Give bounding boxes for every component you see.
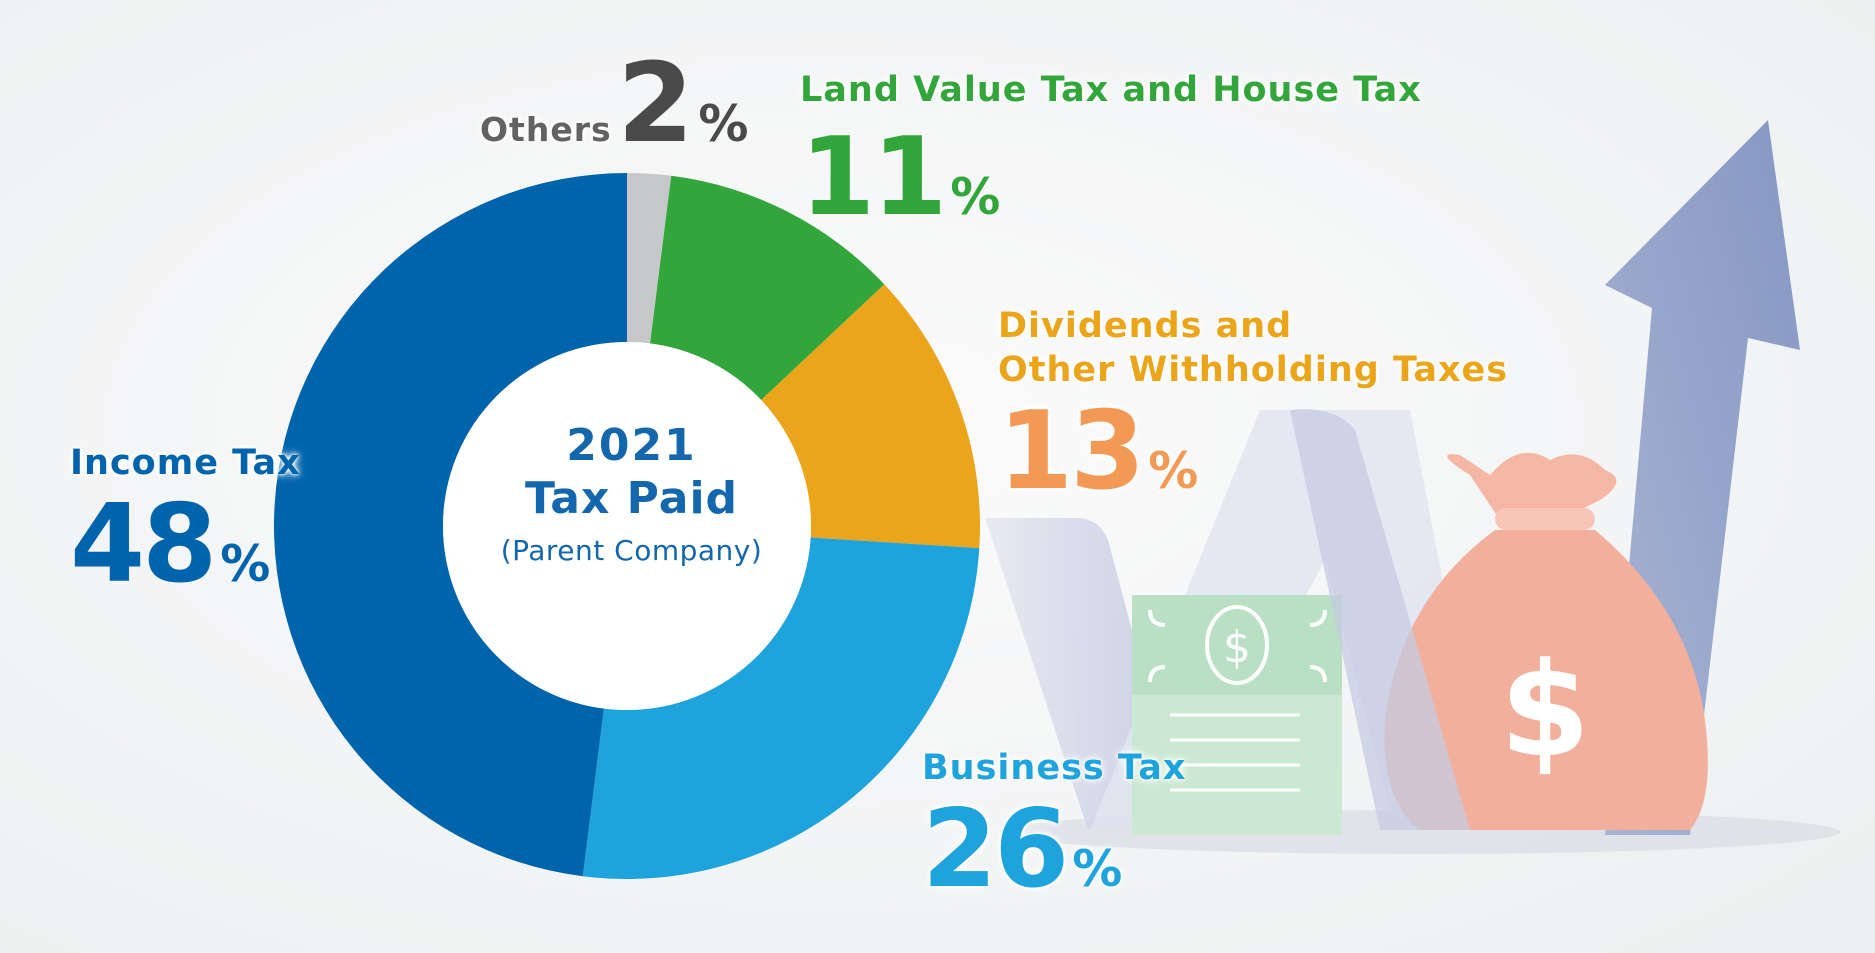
label-business: Business Tax 26% (922, 748, 1187, 904)
label-land-pct: 11 (800, 115, 947, 240)
label-business-sign: % (1072, 840, 1123, 898)
donut-center-label: 2021 Tax Paid (Parent Company) (441, 420, 822, 567)
label-dividends-name-2: Other Withholding Taxes (998, 350, 1509, 390)
dollar-bill-icon: $ (1132, 595, 1342, 835)
label-business-pct: 26 (922, 787, 1069, 912)
label-others-name: Others (480, 110, 612, 149)
label-others-pct: 2 (617, 39, 694, 167)
donut-slice-land-value-tax-and-house-tax (650, 175, 885, 401)
donut-slice-income-tax (274, 173, 627, 877)
label-income-pct: 48 (70, 482, 217, 607)
donut-slice-others (627, 173, 672, 344)
label-others: Others 2 % (480, 48, 748, 158)
center-subtitle: (Parent Company) (500, 533, 763, 567)
label-dividends-sign: % (1148, 442, 1199, 500)
label-dividends: Dividends and Other Withholding Taxes 13… (998, 306, 1508, 506)
center-year: 2021 (566, 420, 697, 471)
ribbon-front (1290, 409, 1470, 830)
svg-text:$: $ (1500, 634, 1590, 786)
label-dividends-pct: 13 (998, 389, 1145, 514)
label-land-name: Land Value Tax and House Tax (800, 70, 1422, 110)
label-land: Land Value Tax and House Tax 11% (800, 70, 1422, 232)
label-income-sign: % (220, 535, 271, 593)
donut-slice-business-tax (582, 537, 980, 879)
label-land-sign: % (950, 168, 1001, 226)
money-bag-icon: $ (1384, 452, 1708, 830)
donut-hole (443, 342, 811, 710)
label-income-name: Income Tax (70, 443, 301, 483)
label-others-sign: % (698, 95, 749, 153)
svg-text:$: $ (1223, 622, 1251, 673)
label-income: Income Tax 48% (70, 443, 301, 599)
label-business-name: Business Tax (922, 748, 1187, 788)
label-dividends-name-1: Dividends and (998, 306, 1293, 346)
center-title: Tax Paid (524, 472, 739, 524)
donut-slice-dividends-and-other-withholding-taxes (761, 284, 980, 549)
